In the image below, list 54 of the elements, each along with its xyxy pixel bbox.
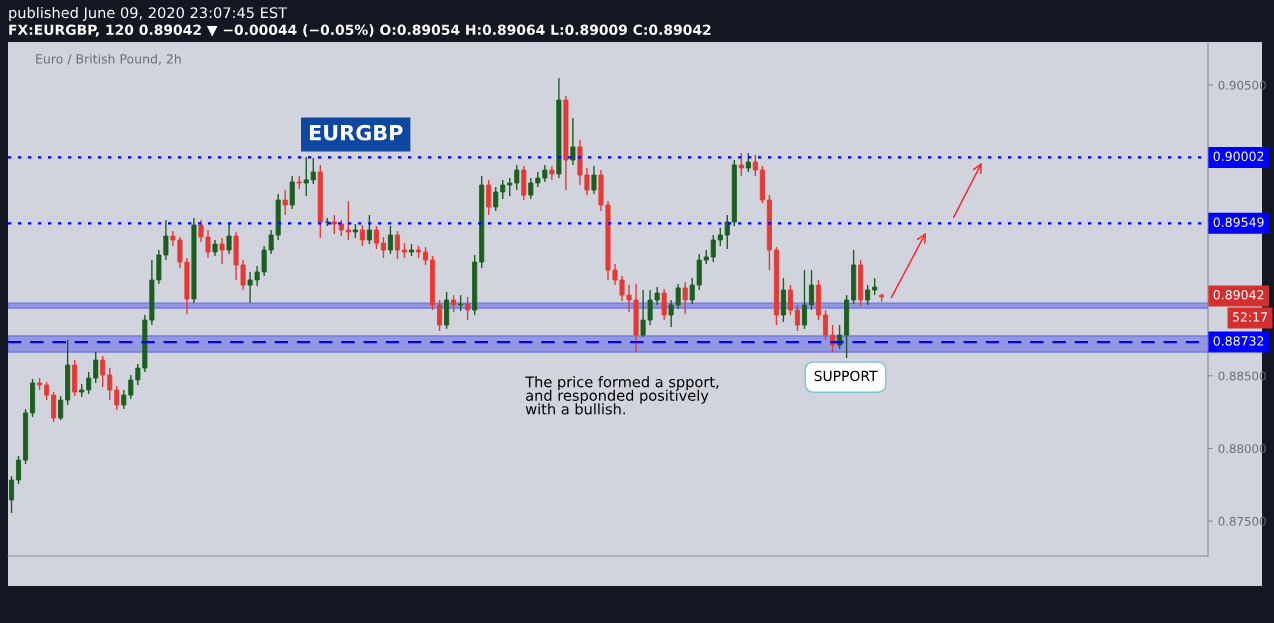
candlestick	[303, 156, 309, 197]
candlestick	[366, 214, 372, 245]
chart-subtitle: FX:EURGBP, 120 0.89042 ▼ −0.00044 (−0.05%) O:0.89054 H:0.89064 L:0.89009 C:0.89042	[9, 24, 711, 37]
candlestick	[500, 179, 506, 200]
candlestick	[226, 223, 232, 255]
candlestick	[823, 309, 829, 341]
candlestick	[282, 189, 288, 216]
candlestick	[724, 214, 730, 250]
ref-line-label: 0.89549	[1213, 217, 1264, 227]
candlestick	[591, 165, 597, 195]
candlestick	[373, 225, 379, 250]
candlestick	[310, 157, 316, 185]
candlestick	[794, 304, 800, 332]
candlestick	[465, 296, 471, 321]
candlestick	[100, 355, 106, 388]
candlestick	[738, 152, 744, 177]
candlestick	[752, 154, 758, 177]
candlestick	[44, 381, 50, 401]
candlestick	[682, 281, 688, 315]
text: 0.89042	[1213, 290, 1264, 300]
ref-line-label: 0.90002	[1213, 151, 1264, 162]
candlestick	[808, 269, 815, 311]
candlestick	[8, 475, 15, 514]
ref-line-label: 0.88732	[1213, 336, 1264, 346]
candlestick	[570, 117, 576, 166]
candlestick	[345, 200, 351, 241]
candlestick	[331, 214, 337, 235]
candlestick	[380, 236, 386, 259]
candlestick	[437, 299, 443, 332]
annotation: EURGBP	[309, 124, 403, 141]
candlestick	[423, 246, 429, 266]
candlestick	[745, 152, 751, 173]
candlestick	[387, 225, 393, 255]
candlestick	[801, 269, 808, 330]
annotation: SUPPORT	[814, 370, 878, 382]
candlestick	[16, 455, 22, 485]
candlestick	[219, 237, 225, 265]
text: 52:17	[1232, 312, 1267, 322]
annotation: The price formed a spport, and responded positively with a bullish.	[525, 376, 719, 415]
annotation: Euro / British Pound, 2h	[36, 53, 181, 65]
candlestick	[394, 230, 400, 260]
candlestick	[661, 288, 667, 321]
candlestick	[86, 371, 92, 395]
candlestick	[51, 391, 57, 423]
candlestick	[865, 284, 871, 306]
candlestick	[359, 224, 365, 247]
candlestick	[787, 284, 793, 316]
chart-title: published June 09, 2020 23:07:45 EST	[9, 6, 288, 22]
candlestick	[710, 234, 716, 263]
candlestick	[493, 186, 499, 212]
candlestick	[58, 395, 64, 421]
candlestick	[93, 351, 99, 384]
candlestick	[289, 175, 295, 210]
candlestick	[486, 179, 492, 216]
